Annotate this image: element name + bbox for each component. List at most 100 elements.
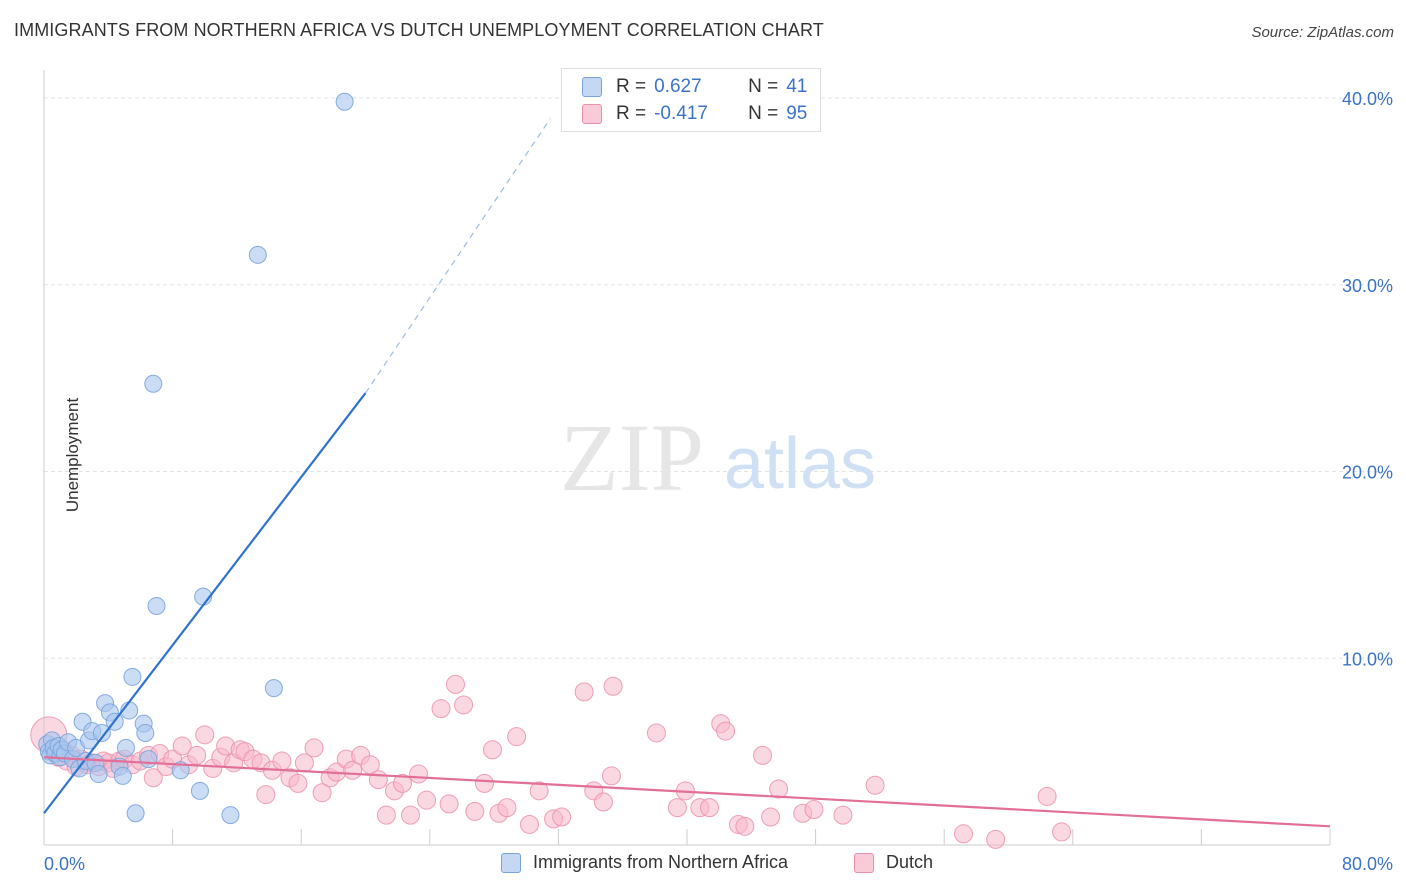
dutch-point [431, 699, 451, 719]
legend-swatch-immigrants [501, 852, 521, 873]
stats-row-dutch: R = -0.417 N = 95 [582, 101, 807, 127]
legend-item-immigrants[interactable]: Immigrants from Northern Africa [501, 852, 788, 873]
dutch-point [409, 764, 429, 784]
source-label: Source: ZipAtlas.com [1251, 24, 1394, 41]
immigrants-point [89, 765, 108, 784]
grid-lines [44, 97, 1392, 659]
dutch-trend-line [43, 756, 1331, 828]
dutch-point [603, 676, 623, 696]
dutch-point [482, 740, 502, 760]
dutch-point [574, 682, 594, 702]
immigrants-point [113, 766, 132, 785]
dutch-point [465, 801, 485, 821]
dutch-point [507, 727, 527, 747]
dutch-point [519, 814, 539, 834]
dutch-point [439, 794, 459, 814]
y-axis-label: Unemployment [63, 397, 83, 513]
n-label: N = [748, 103, 779, 124]
dutch-point [256, 785, 276, 805]
dutch-point [272, 751, 292, 771]
immigrants-point [171, 761, 190, 780]
n-value-dutch: 95 [786, 103, 808, 124]
immigrants-point [335, 92, 354, 111]
dutch-point [833, 805, 853, 825]
dutch-point [529, 781, 549, 801]
dutch-point [804, 800, 824, 820]
stats-swatch-dutch [582, 104, 602, 124]
y-tick-label: 10.0% [1342, 649, 1393, 669]
dutch-point [1037, 786, 1057, 806]
dutch-point [195, 725, 215, 745]
stats-row-immigrants: R = 0.627 N = 41 [582, 74, 807, 100]
immigrants-point [136, 723, 155, 742]
watermark-atlas: atlas [724, 424, 876, 504]
r-value-dutch: -0.417 [654, 103, 708, 124]
legend-label-immigrants: Immigrants from Northern Africa [533, 852, 789, 872]
immigrants-trend-extension [365, 118, 551, 394]
dutch-point [143, 768, 163, 788]
immigrants-point [139, 750, 158, 769]
immigrants-point [123, 667, 142, 686]
legend-swatch-dutch [854, 852, 874, 873]
n-label: N = [748, 76, 779, 97]
dutch-point [769, 779, 789, 799]
dutch-point [474, 773, 494, 793]
dutch-point [986, 829, 1006, 849]
y-tick-label: 30.0% [1342, 276, 1393, 296]
x-tick-label-min: 0.0% [44, 854, 85, 874]
dutch-point [454, 695, 474, 715]
watermark: ZIP atlas [560, 404, 876, 511]
dutch-point [735, 816, 755, 836]
y-tick-label: 40.0% [1342, 89, 1393, 109]
immigrants-point [190, 781, 209, 800]
dutch-point [667, 798, 687, 818]
dutch-point [288, 773, 308, 793]
dutch-point [446, 674, 466, 694]
r-label: R = [616, 76, 647, 97]
n-value-immigrants: 41 [786, 76, 808, 97]
dutch-point [187, 745, 207, 765]
immigrants-point [221, 806, 240, 825]
immigrants-point [92, 723, 111, 742]
legend-item-dutch[interactable]: Dutch [854, 852, 933, 873]
r-label: R = [616, 103, 647, 124]
immigrants-point [144, 374, 163, 393]
dutch-point [552, 807, 572, 827]
bottom-legend: Immigrants from Northern Africa Dutch [0, 852, 1406, 878]
tick-labels: 10.0% 20.0% 30.0% 40.0% 0.0% 80.0% [44, 89, 1393, 874]
dutch-point [497, 798, 517, 818]
immigrants-points [38, 92, 354, 825]
x-tick-label-max: 80.0% [1342, 854, 1393, 874]
y-tick-label: 20.0% [1342, 463, 1393, 483]
dutch-point [593, 792, 613, 812]
dutch-point [753, 745, 773, 765]
dutch-point [368, 770, 388, 790]
dutch-point [417, 790, 437, 810]
dutch-point [761, 807, 781, 827]
stats-legend: R = 0.627 N = 41 R = -0.417 N = 95 [561, 68, 821, 132]
dutch-point [312, 783, 332, 803]
legend-label-dutch: Dutch [886, 852, 934, 872]
immigrants-point [248, 245, 267, 264]
dutch-point [392, 773, 412, 793]
dutch-point [700, 798, 720, 818]
dutch-point [401, 805, 421, 825]
watermark-zip: ZIP [560, 404, 704, 511]
trend-lines [43, 118, 1331, 828]
dutch-points [30, 674, 1072, 849]
dutch-point [304, 738, 324, 758]
dutch-point [953, 824, 973, 844]
chart-title: IMMIGRANTS FROM NORTHERN AFRICA VS DUTCH… [14, 20, 824, 40]
dutch-point [601, 766, 621, 786]
axes [43, 70, 1331, 846]
immigrants-point [116, 738, 135, 757]
r-value-immigrants: 0.627 [654, 76, 702, 97]
immigrants-trend-line [43, 392, 367, 814]
dutch-point [646, 723, 666, 743]
dutch-point [172, 736, 192, 756]
stats-swatch-immigrants [582, 77, 602, 97]
immigrants-point [126, 804, 145, 823]
dutch-point [376, 805, 396, 825]
dutch-point [716, 721, 736, 741]
